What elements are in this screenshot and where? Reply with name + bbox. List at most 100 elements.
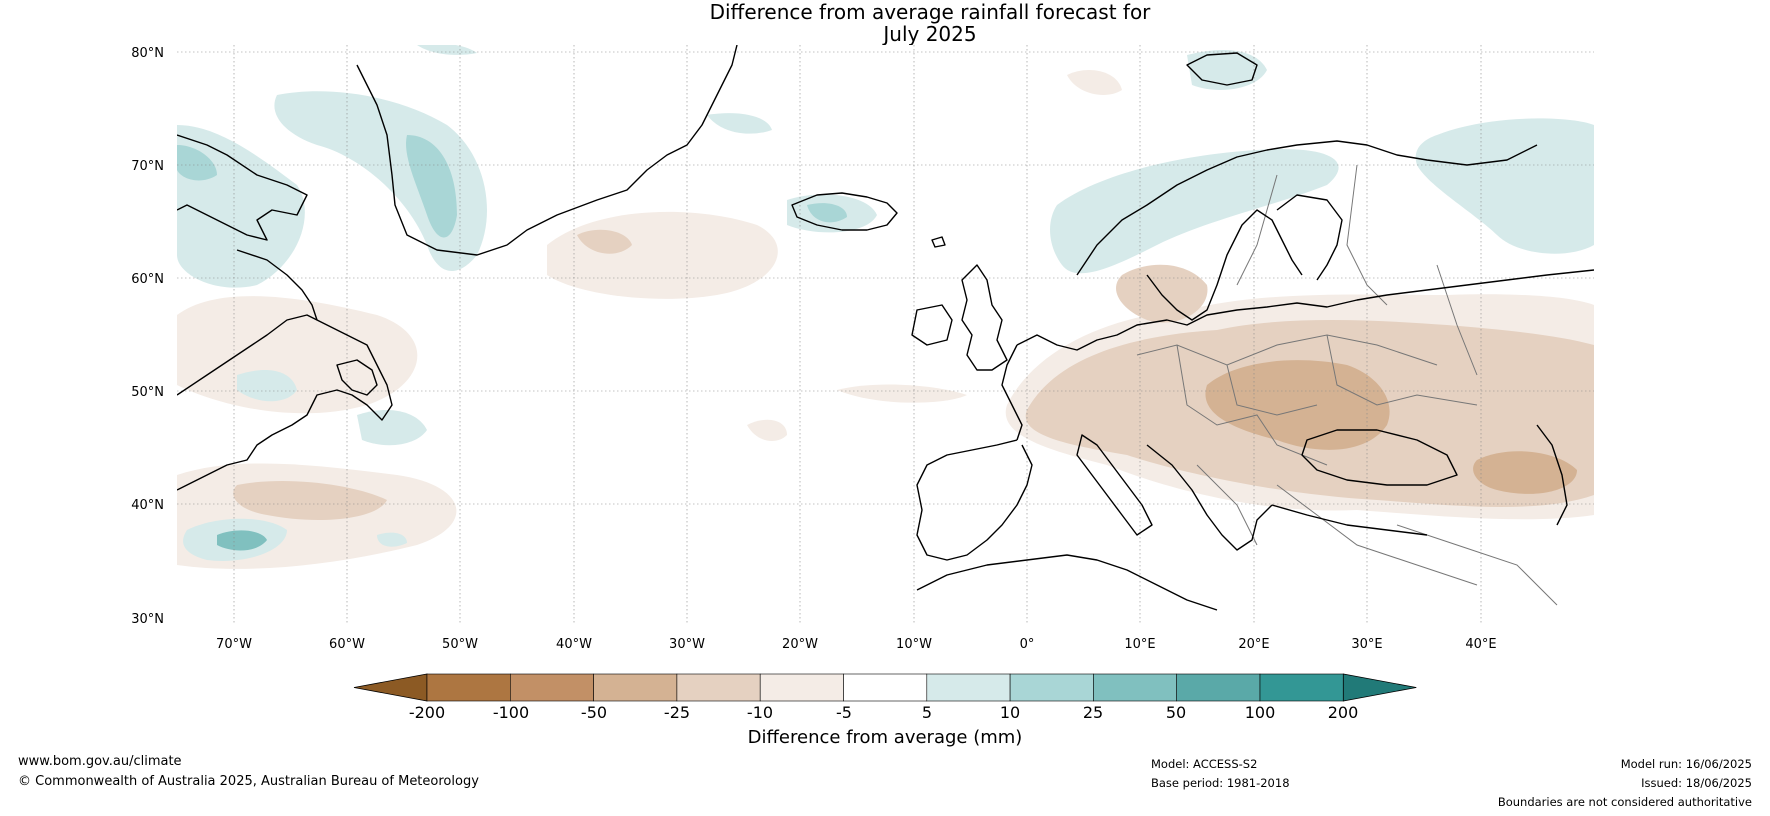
wet-anomaly-greenland-core <box>406 135 457 238</box>
colorbar-segment <box>843 673 928 702</box>
colorbar-arrow-high <box>1342 673 1417 702</box>
coast-ireland <box>911 304 953 346</box>
wet-anomaly-subtropical-core <box>217 530 267 551</box>
colorbar-segment <box>426 673 511 702</box>
colorbar-tick: -10 <box>746 703 774 722</box>
wet-anomaly-baffin-core <box>177 145 217 181</box>
coast-continent <box>1016 269 1594 351</box>
coast-greenland <box>356 45 738 256</box>
coast-sweden-baltic <box>1146 209 1303 321</box>
wet-anomaly-russia <box>1415 118 1594 254</box>
colorbar-tick: -100 <box>492 703 530 722</box>
colorbar-tick: -200 <box>408 703 446 722</box>
dry-anomaly-central-europe <box>1205 360 1390 450</box>
dry-anomaly-atlantic-core <box>577 229 632 254</box>
coast-faroe <box>931 236 946 248</box>
colorbar-tick: -5 <box>836 703 852 722</box>
coast-north-africa <box>916 554 1218 611</box>
dry-anomaly-west-atlantic-core <box>233 480 387 520</box>
colorbar-segment <box>1009 673 1094 702</box>
wet-anomaly-patch-3 <box>417 45 477 55</box>
lon-label-70w: 70°W <box>216 637 252 652</box>
coast-newfoundland <box>336 359 378 396</box>
lat-label-40n: 40°N <box>131 498 164 513</box>
footer-issued: Issued: 18/06/2025 <box>1641 776 1752 790</box>
colorbar-segment <box>510 673 594 702</box>
dry-anomaly-patch-3 <box>1067 70 1122 95</box>
lon-label-60w: 60°W <box>329 637 365 652</box>
colorbar-tick: 200 <box>1327 703 1359 722</box>
lon-label-20e: 20°E <box>1238 637 1270 652</box>
dry-anomaly-patch-1 <box>747 419 787 441</box>
lat-label-50n: 50°N <box>131 385 164 400</box>
country-borders <box>1136 164 1558 606</box>
coast-hudson <box>236 249 318 321</box>
coast-france <box>1001 344 1023 441</box>
wet-anomaly-svalbard <box>1187 50 1267 90</box>
wet-anomaly-newfoundland <box>357 410 427 446</box>
lat-label-30n: 30°N <box>131 612 164 627</box>
coast-finland <box>1276 194 1343 281</box>
colorbar-tick: 5 <box>921 703 933 722</box>
coast-labrador <box>177 314 393 491</box>
dry-anomaly-atlantic <box>547 211 778 299</box>
coast-iberia <box>916 439 1033 561</box>
lon-label-0: 0° <box>1019 637 1035 652</box>
colorbar-tick: -25 <box>663 703 691 722</box>
lat-label-80n: 80°N <box>131 46 164 61</box>
lon-label-50w: 50°W <box>442 637 478 652</box>
colorbar-segment <box>593 673 678 702</box>
lat-label-70n: 70°N <box>131 159 164 174</box>
footer-model: Model: ACCESS-S2 <box>1151 757 1258 771</box>
colorbar-segment <box>759 673 844 702</box>
footer-copyright: © Commonwealth of Australia 2025, Austra… <box>18 774 479 789</box>
footer-base-period: Base period: 1981-2018 <box>1151 776 1290 790</box>
coast-italy <box>1076 434 1153 536</box>
colorbar-segment <box>1259 673 1344 702</box>
colorbar-label: Difference from average (mm) <box>747 727 1023 748</box>
coast-baffin <box>177 134 308 241</box>
lat-label-60n: 60°N <box>131 272 164 287</box>
wet-anomaly-patch-2 <box>707 113 772 134</box>
footer-model-run: Model run: 16/06/2025 <box>1620 757 1752 771</box>
wet-anomaly-baffin <box>177 125 305 288</box>
colorbar-segment <box>1093 673 1178 702</box>
colorbar-tick: 50 <box>1165 703 1187 722</box>
colorbar-tick: 25 <box>1082 703 1104 722</box>
wet-anomaly-patch-1 <box>377 532 407 547</box>
colorbar-tick: 100 <box>1244 703 1276 722</box>
map-title-line1: Difference from average rainfall forecas… <box>709 0 1151 24</box>
coast-balkans <box>1146 444 1273 551</box>
coast-iceland <box>791 192 898 231</box>
colorbar-segment <box>926 673 1011 702</box>
coast-svalbard <box>1186 52 1258 86</box>
coastlines <box>177 45 1594 611</box>
colorbar-arrow-low <box>353 673 428 702</box>
colorbar-segment <box>1176 673 1261 702</box>
wet-anomaly-iceland-core <box>807 203 847 223</box>
lon-label-30w: 30°W <box>669 637 705 652</box>
footer-website: www.bom.gov.au/climate <box>18 754 182 769</box>
lon-label-20w: 20°W <box>782 637 818 652</box>
lon-label-40e: 40°E <box>1465 637 1497 652</box>
coast-turkey <box>1271 504 1428 536</box>
dry-anomaly-canada <box>177 296 418 414</box>
coast-caspian <box>1536 424 1568 526</box>
footer-disclaimer: Boundaries are not considered authoritat… <box>1497 795 1752 809</box>
colorbar-segment <box>676 673 761 702</box>
dry-anomaly-black-sea <box>1473 451 1577 494</box>
lon-label-30e: 30°E <box>1351 637 1383 652</box>
lon-label-10e: 10°E <box>1124 637 1156 652</box>
lon-label-10w: 10°W <box>896 637 932 652</box>
coast-norway <box>1076 140 1538 276</box>
rainfall-map <box>177 45 1594 623</box>
colorbar-tick: 10 <box>999 703 1021 722</box>
lon-label-40w: 40°W <box>556 637 592 652</box>
anomaly-shading <box>177 45 1594 569</box>
coast-black-sea <box>1301 429 1458 486</box>
dry-anomaly-patch-2 <box>837 384 967 403</box>
coast-britain <box>961 264 1008 371</box>
colorbar <box>353 673 1417 702</box>
wet-anomaly-hudson <box>237 370 297 402</box>
wet-anomaly-scandinavia <box>1050 149 1339 274</box>
